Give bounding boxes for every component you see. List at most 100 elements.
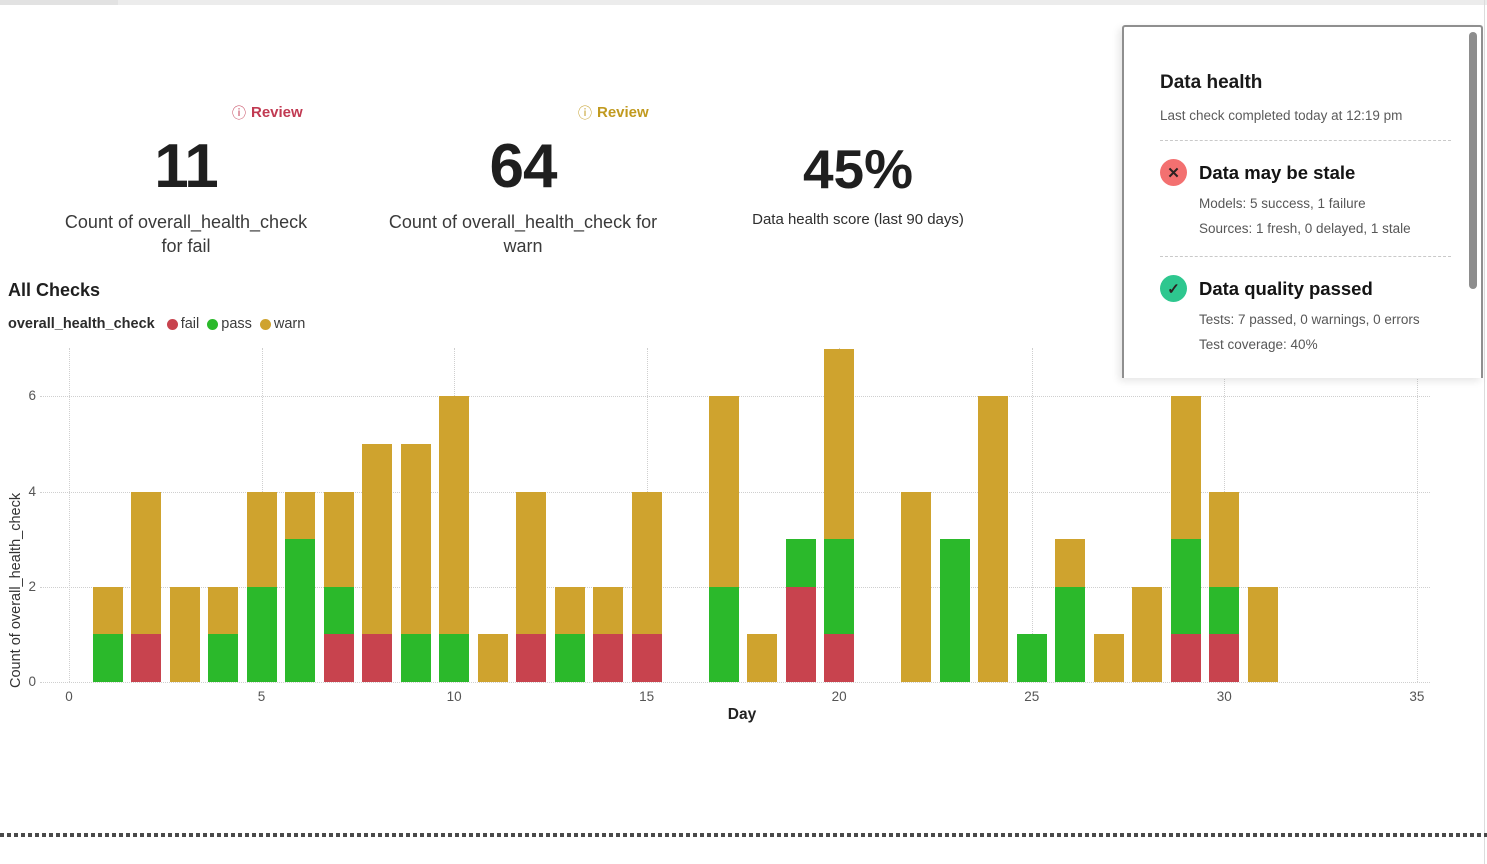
bar-day-9-warn[interactable]: [400, 444, 431, 635]
bar-day-17-warn[interactable]: [708, 396, 739, 587]
bar-day-13-warn[interactable]: [554, 586, 585, 635]
panel-last-check-text: Last check completed today at 12:19 pm: [1160, 108, 1403, 123]
bar-day-8-warn[interactable]: [362, 444, 393, 635]
gridline-x-0: [69, 348, 70, 682]
kpi-caption-warn: Count of overall_health_check for warn: [388, 212, 658, 256]
panel-sources-line: Sources: 1 fresh, 0 delayed, 1 stale: [1199, 221, 1411, 236]
bar-day-31-warn[interactable]: [1247, 586, 1278, 682]
bar-day-13-pass[interactable]: [554, 634, 585, 682]
panel-section-stale: ✕ Data may be stale Models: 5 success, 1…: [1160, 159, 1451, 236]
x-circle-icon: ✕: [1160, 159, 1187, 186]
bar-day-20-fail[interactable]: [824, 634, 855, 682]
bar-day-5-pass[interactable]: [246, 586, 277, 682]
bar-day-23-pass[interactable]: [939, 539, 970, 682]
bar-day-19-pass[interactable]: [785, 539, 816, 587]
bar-day-2-fail[interactable]: [131, 634, 162, 682]
review-badge-warn[interactable]: ⓘ Review: [578, 104, 649, 121]
pass-color-dot: [207, 318, 219, 330]
bar-day-1-warn[interactable]: [92, 586, 123, 635]
panel-models-line: Models: 5 success, 1 failure: [1199, 196, 1366, 211]
bar-day-4-warn[interactable]: [208, 586, 239, 635]
bar-day-7-fail[interactable]: [323, 634, 354, 682]
bar-day-2-warn[interactable]: [131, 491, 162, 635]
bar-day-24-warn[interactable]: [978, 396, 1009, 682]
check-circle-icon: ✓: [1160, 275, 1187, 302]
legend-item-warn[interactable]: warn: [259, 316, 306, 332]
bar-day-3-warn[interactable]: [169, 586, 200, 682]
info-icon: ⓘ: [232, 104, 246, 121]
stacked-bar-chart: 0 2 4 6 0 5 10 15 20 25 30 35: [0, 340, 1487, 740]
bar-day-25-pass[interactable]: [1016, 634, 1047, 682]
kpi-value-fail: 11: [154, 132, 219, 201]
bar-day-26-pass[interactable]: [1055, 586, 1086, 682]
x-tick-10: 10: [446, 689, 462, 704]
bar-day-1-pass[interactable]: [92, 634, 123, 682]
warn-color-dot: [259, 318, 271, 330]
window-right-edge: [1484, 0, 1485, 864]
review-badge-fail[interactable]: ⓘ Review: [232, 104, 303, 121]
panel-tests-line: Tests: 7 passed, 0 warnings, 0 errors: [1199, 312, 1420, 327]
bar-day-8-fail[interactable]: [362, 634, 393, 682]
panel-section-quality: ✓ Data quality passed Tests: 7 passed, 0…: [1160, 275, 1451, 352]
bar-day-29-warn[interactable]: [1170, 396, 1201, 540]
bar-day-14-fail[interactable]: [593, 634, 624, 682]
y-tick-4: 4: [28, 483, 36, 499]
bar-day-15-warn[interactable]: [631, 491, 662, 635]
bar-day-7-warn[interactable]: [323, 491, 354, 587]
bar-day-26-warn[interactable]: [1055, 539, 1086, 587]
bar-day-30-pass[interactable]: [1209, 586, 1240, 635]
kpi-card-health-score: 45% Data health score (last 90 days): [708, 138, 1008, 229]
bar-day-9-pass[interactable]: [400, 634, 431, 682]
review-badge-label: Review: [251, 104, 303, 121]
bar-day-12-warn[interactable]: [516, 491, 547, 635]
page-break-divider: [0, 833, 1487, 837]
info-icon: ⓘ: [578, 104, 592, 121]
review-badge-label: Review: [597, 104, 649, 121]
kpi-value-health-score: 45%: [802, 138, 914, 200]
bar-day-6-warn[interactable]: [285, 491, 316, 540]
y-tick-2: 2: [28, 578, 36, 594]
bar-day-6-pass[interactable]: [285, 539, 316, 682]
bar-day-19-fail[interactable]: [785, 586, 816, 682]
bar-day-5-warn[interactable]: [246, 491, 277, 587]
bar-day-12-fail[interactable]: [516, 634, 547, 682]
bar-day-29-fail[interactable]: [1170, 634, 1201, 682]
window-top-strip: [0, 0, 1487, 5]
panel-scrollbar-thumb[interactable]: [1469, 32, 1477, 289]
bar-day-10-warn[interactable]: [439, 396, 470, 635]
legend-item-pass[interactable]: pass: [207, 316, 252, 332]
gridline-x-25: [1031, 348, 1033, 682]
x-tick-30: 30: [1216, 689, 1232, 704]
legend-items: fail pass warn: [166, 316, 314, 332]
kpi-caption-fail: Count of overall_health_check for fail: [64, 212, 308, 256]
bar-day-28-warn[interactable]: [1132, 586, 1163, 682]
bar-day-30-fail[interactable]: [1209, 634, 1240, 682]
bar-day-22-warn[interactable]: [901, 491, 932, 682]
x-tick-5: 5: [257, 689, 266, 704]
bar-day-11-warn[interactable]: [477, 634, 508, 682]
bar-day-27-warn[interactable]: [1093, 634, 1124, 682]
x-tick-25: 25: [1024, 689, 1040, 704]
legend-item-fail[interactable]: fail: [166, 316, 200, 332]
bar-day-18-warn[interactable]: [747, 634, 778, 682]
bar-day-29-pass[interactable]: [1170, 539, 1201, 635]
bar-day-30-warn[interactable]: [1209, 491, 1240, 587]
panel-title: Data health: [1160, 72, 1263, 93]
bar-day-15-fail[interactable]: [631, 634, 662, 682]
x-tick-35: 35: [1409, 689, 1425, 704]
legend-item-label: warn: [273, 316, 306, 332]
bar-day-20-pass[interactable]: [824, 539, 855, 635]
legend-item-label: fail: [180, 316, 200, 332]
panel-divider: [1160, 256, 1451, 257]
panel-section-title: Data quality passed: [1199, 277, 1373, 299]
bar-day-7-pass[interactable]: [323, 586, 354, 635]
panel-section-title: Data may be stale: [1199, 161, 1356, 183]
y-axis-label: Count of overall_health_check: [8, 492, 24, 688]
x-tick-0: 0: [65, 689, 73, 704]
bar-day-14-warn[interactable]: [593, 586, 624, 635]
bar-day-17-pass[interactable]: [708, 586, 739, 682]
bar-day-4-pass[interactable]: [208, 634, 239, 682]
bar-day-20-warn[interactable]: [824, 348, 855, 540]
section-title-all-checks: All Checks: [8, 280, 101, 300]
bar-day-10-pass[interactable]: [439, 634, 470, 682]
